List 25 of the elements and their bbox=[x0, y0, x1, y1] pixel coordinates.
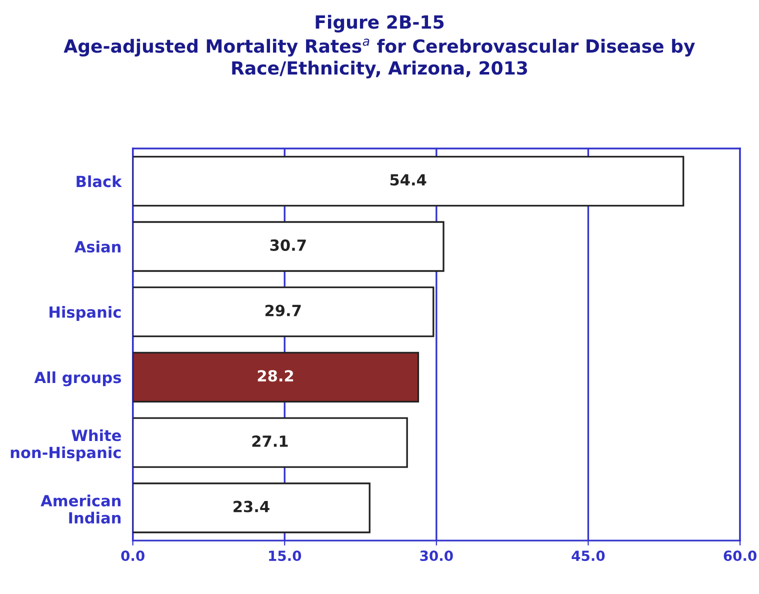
bar bbox=[132, 286, 434, 338]
chart-subtitle: Age-adjusted Mortality Rates$^{a}$ for Cerebrovascular Disease by Race/Ethnicity, Arizona, 2013 bbox=[64, 38, 695, 78]
data-label: 23.4 bbox=[234, 500, 270, 512]
bar bbox=[132, 156, 684, 207]
y-tick-label: Asian bbox=[74, 240, 121, 253]
x-tick-label: 45.0 bbox=[572, 550, 605, 562]
bar bbox=[132, 352, 420, 403]
y-tick-label: Black bbox=[76, 175, 122, 188]
y-tick-label: All groups bbox=[34, 371, 121, 386]
data-label: 28.2 bbox=[258, 370, 294, 382]
bar bbox=[132, 221, 444, 272]
data-label: 29.7 bbox=[265, 304, 301, 316]
x-tick-label: 60.0 bbox=[724, 550, 756, 562]
data-label: 30.7 bbox=[270, 239, 306, 251]
bar bbox=[132, 482, 370, 534]
y-tick-label: White non-Hispanic bbox=[10, 429, 121, 462]
y-tick-label: Hispanic bbox=[50, 306, 121, 321]
y-tick-label: American Indian bbox=[40, 494, 121, 524]
data-label: 54.4 bbox=[390, 174, 426, 186]
bar bbox=[132, 417, 408, 468]
x-tick-label: 0.0 bbox=[121, 550, 144, 562]
x-tick-label: 30.0 bbox=[420, 550, 453, 562]
x-tick-label: 15.0 bbox=[269, 550, 302, 562]
chart-title: Figure 2B-15 bbox=[316, 14, 444, 32]
data-label: 27.1 bbox=[252, 435, 288, 447]
